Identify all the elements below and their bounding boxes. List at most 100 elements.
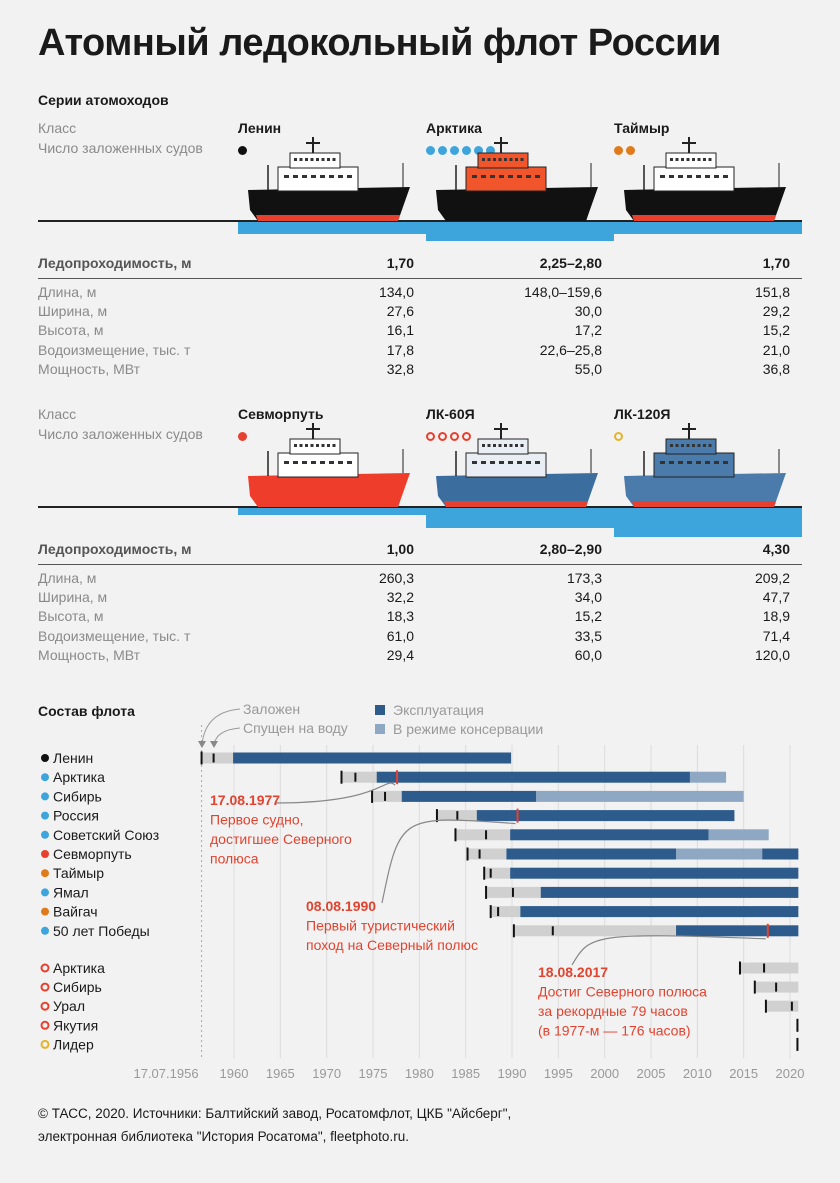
spec-value: 21,0 (762, 341, 790, 358)
hull (248, 187, 410, 221)
x-tick-label: 1985 (451, 1066, 480, 1081)
x-tick-label: 1990 (498, 1066, 527, 1081)
hull (436, 187, 598, 221)
hull-boot (256, 501, 400, 507)
ship-dot-icon (41, 888, 49, 897)
operation-bar (376, 771, 690, 783)
ship-dot-icon (450, 432, 459, 441)
annotation-text: достигшее Северного (210, 831, 352, 847)
legend-conservation-swatch (375, 724, 385, 734)
spec-value: 18,9 (762, 608, 790, 625)
spec-value: 18,3 (386, 608, 414, 625)
spec-value: 30,0 (574, 303, 602, 320)
laid-marker (753, 980, 756, 994)
hull (624, 187, 786, 221)
ship-dot-icon (41, 907, 49, 916)
laid-marker (485, 885, 488, 899)
laid-marker (512, 924, 515, 938)
ship-dot-icon (426, 432, 435, 441)
icebreaking-value: 2,25–2,80 (539, 255, 602, 271)
launch-marker (456, 811, 459, 821)
hull-boot (256, 215, 400, 221)
footer-line-1: © ТАСС, 2020. Источники: Балтийский заво… (38, 1106, 512, 1121)
legend-launched-arrow (213, 727, 241, 746)
bridge (665, 438, 717, 455)
laid-marker (466, 847, 469, 861)
spec-value: 33,5 (574, 627, 602, 644)
annotation-text: (в 1977-м — 176 часов) (538, 1023, 691, 1039)
event-marker (396, 770, 399, 785)
ship-dot-icon (41, 754, 49, 762)
ship-name: 50 лет Победы (53, 923, 150, 939)
waterline (38, 220, 802, 222)
spec-value: 29,2 (762, 303, 790, 320)
operation-bar (762, 848, 799, 860)
spec-row-label: Ширина, м (38, 303, 108, 320)
operation-bar (476, 810, 735, 822)
waterline (38, 506, 802, 508)
icebreaker-illustration (248, 423, 410, 507)
launch-marker (212, 753, 215, 763)
hull-boot (632, 501, 776, 507)
construction-bar (513, 925, 677, 937)
construction-bar (201, 752, 234, 764)
x-tick-label: 2010 (683, 1066, 712, 1081)
ship-dot-icon (450, 146, 459, 155)
x-tick-label: 1980 (405, 1066, 434, 1081)
ship-dot-icon (238, 432, 247, 441)
conservation-bar (708, 829, 769, 841)
legend-launched: Спущен на воду (243, 720, 348, 736)
ship-count-dots (426, 142, 498, 160)
ship-count-dots (614, 142, 638, 160)
ship-name: Лидер (53, 1036, 94, 1052)
ship-dot-icon (40, 982, 50, 992)
x-tick-label: 1970 (312, 1066, 341, 1081)
ship-name: Севморпуть (53, 846, 132, 862)
legend-operation: Эксплуатация (393, 702, 484, 718)
ship-dot-icon (41, 773, 49, 782)
laid-marker (435, 809, 438, 823)
icebreaking-value: 4,30 (762, 541, 790, 557)
spec-value: 17,8 (386, 341, 414, 358)
spec-value: 32,8 (386, 360, 414, 377)
spec-row-label: Водоизмещение, тыс. т (38, 341, 191, 358)
event-marker (516, 808, 519, 823)
launch-marker (478, 849, 481, 859)
construction-bar (341, 771, 377, 783)
icebreaking-value: 1,00 (386, 541, 414, 557)
icebreaking-depth-bar (614, 222, 802, 234)
ship-dot-icon (614, 146, 623, 155)
spec-row-label: Водоизмещение, тыс. т (38, 627, 191, 644)
fleet-heading: Состав флота (38, 703, 135, 719)
icebreaker-illustration (436, 423, 598, 507)
spec-row-label: Ширина, м (38, 589, 108, 606)
annotation-date: 17.08.1977 (210, 792, 280, 808)
annotation-text: поход на Северный полюс (306, 937, 478, 953)
count-label: Число заложенных судов (38, 426, 203, 442)
annotation-text: за рекордные 79 часов (538, 1003, 688, 1019)
annotation-text: Первый туристический (306, 918, 455, 934)
spec-value: 173,3 (566, 570, 602, 586)
construction-bar (765, 1000, 799, 1012)
icebreaking-depth-bar (426, 508, 614, 528)
ship-name: Ямал (53, 884, 89, 900)
superstructure (653, 452, 735, 478)
footer-line-2: электронная библиотека "История Росатома… (38, 1129, 409, 1144)
ship-dot-icon (426, 146, 435, 155)
operation-bar (520, 906, 799, 918)
icebreaking-label: Ледопроходимость, м (38, 255, 192, 271)
spec-row-label: Высота, м (38, 608, 104, 625)
construction-bar (467, 848, 507, 860)
arrow-head-icon (210, 741, 218, 748)
laid-marker (796, 1037, 799, 1051)
x-tick-label: 2020 (776, 1066, 805, 1081)
construction-bar (490, 906, 521, 918)
legend-operation-swatch (375, 705, 385, 715)
laid-marker (371, 789, 374, 803)
ship-dot-icon (40, 1039, 50, 1049)
icebreaking-value: 1,70 (762, 255, 790, 271)
bridge (477, 152, 529, 169)
laid-marker (483, 866, 486, 880)
spec-row-label: Мощность, МВт (38, 360, 141, 377)
ship-dot-icon (41, 792, 49, 801)
